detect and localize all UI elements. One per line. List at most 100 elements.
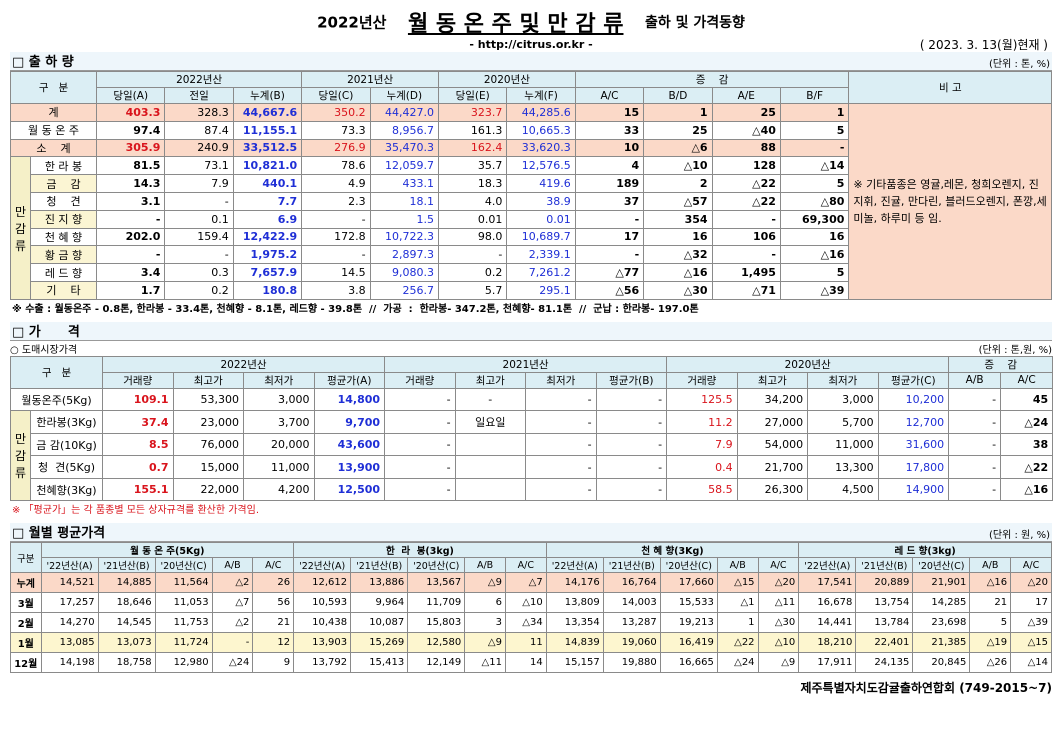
header-cell: 2021년산 xyxy=(384,355,668,373)
header-cell: '21년산(B) xyxy=(350,557,409,574)
table-row: 청 견(5Kg) 0.7 15,000 11,000 13,900- - -0.4 21,70… xyxy=(11,455,1054,479)
value-cell: 15,000 xyxy=(172,455,244,479)
value-cell: 15,157 xyxy=(545,652,604,674)
group-label: 만감류 xyxy=(10,410,31,502)
value-cell: 18.3 xyxy=(437,174,508,193)
value-cell: 0.7 xyxy=(102,455,174,479)
row-label: 3월 xyxy=(10,592,42,614)
value-cell xyxy=(454,455,527,479)
value-cell: △10 xyxy=(504,592,547,614)
value-cell: 4,500 xyxy=(807,477,879,502)
row-label: 누계 xyxy=(10,572,42,594)
value-cell: 12,500 xyxy=(313,477,386,502)
row-label: 소 계 xyxy=(10,138,97,158)
value-cell: △16 xyxy=(969,572,1012,594)
value-cell: 7.9 xyxy=(666,432,738,457)
value-cell: △7 xyxy=(211,592,254,614)
value-cell: △16 xyxy=(779,245,850,265)
section-bar: □ 가 격 xyxy=(10,321,1052,341)
header-cell: 당일(C) xyxy=(301,87,371,104)
value-cell: 14,176 xyxy=(545,572,604,594)
row-label: 월 동 온 주 xyxy=(10,120,97,140)
value-cell: 12 xyxy=(252,632,295,654)
value-cell: 2 xyxy=(643,174,713,193)
value-cell: - xyxy=(95,209,166,229)
value-cell: △16 xyxy=(643,263,713,282)
value-cell: 21,901 xyxy=(912,572,971,594)
value-cell: 15,533 xyxy=(659,592,718,614)
value-cell: 3 xyxy=(464,612,506,634)
table-row: 천혜향(3Kg) 155.1 22,000 4,200 12,500- - -58.5 26,… xyxy=(11,477,1054,502)
value-cell: 172.8 xyxy=(301,227,371,247)
value-cell: 35,470.3 xyxy=(369,138,439,158)
header-cell: 2022년산 xyxy=(95,71,303,88)
value-cell: - xyxy=(164,245,234,265)
value-cell: 162.4 xyxy=(437,138,508,158)
value-cell: 14,521 xyxy=(40,572,99,594)
header-cell: 거래량 xyxy=(102,371,174,389)
value-cell: △2 xyxy=(211,572,254,594)
value-cell: - xyxy=(948,410,1002,434)
value-cell: △34 xyxy=(504,612,547,634)
value-cell: 3.8 xyxy=(301,280,371,300)
value-cell: 5 xyxy=(969,612,1012,634)
value-cell: 3,000 xyxy=(243,387,315,412)
header-cell: 최고가 xyxy=(736,371,809,389)
header-cell: '22년산(A) xyxy=(798,557,857,574)
value-cell: 98.0 xyxy=(437,227,508,247)
value-cell: 12,149 xyxy=(407,652,466,674)
value-cell: - xyxy=(525,410,597,434)
value-cell: 44,667.6 xyxy=(232,103,303,122)
value-cell: 350.2 xyxy=(301,103,371,122)
header-cell: 전일 xyxy=(164,87,234,104)
value-cell: 7.7 xyxy=(232,191,303,211)
value-cell: 44,427.0 xyxy=(369,103,439,122)
row-label: 12월 xyxy=(10,652,42,674)
value-cell: 13,792 xyxy=(293,652,352,674)
title-row: 2022년산 월 동 온 주 및 만 감 류 출하 및 가격동향 xyxy=(10,0,1052,38)
value-cell: - xyxy=(384,387,456,412)
header-row: 구 분 2022년산 2021년산 2020년산 증 감 xyxy=(10,355,1054,389)
header-cell: B/F xyxy=(779,87,850,104)
value-cell: - xyxy=(595,387,668,412)
value-cell: 14,441 xyxy=(798,612,857,634)
header-cell: 2021년산 xyxy=(301,71,439,88)
section-bar: □ 출 하 량 (단위 : 톤, %) xyxy=(10,52,1052,71)
header-cell: 한 라 봉(3kg) xyxy=(293,542,547,559)
value-cell: 189 xyxy=(574,174,645,193)
value-cell: △7 xyxy=(504,572,547,594)
value-cell: 305.9 xyxy=(95,138,166,158)
header-row: 구분 월 동 온 주(5Kg) 한 라 봉(3kg) 천 혜 향(3Kg) 레 드 향(… xyxy=(10,542,1052,574)
value-cell: 22,401 xyxy=(855,632,914,654)
table-row: 3월 17,257 18,646 11,053 △7 56 10,593 9,964 11,70… xyxy=(10,592,1052,614)
footnote: ※ 수출 : 월동온주 - 0.8톤, 한라봉 - 33.4톤, 천혜향 - 8… xyxy=(12,303,699,315)
header-cell: '22년산(A) xyxy=(40,557,99,574)
value-cell: 20,889 xyxy=(855,572,914,594)
value-cell: 13,900 xyxy=(313,455,386,479)
value-cell: 7,657.9 xyxy=(232,263,303,282)
value-cell: 11,155.1 xyxy=(232,120,303,140)
header-cell: 거래량 xyxy=(666,371,738,389)
value-cell: △22 xyxy=(1000,455,1054,479)
value-cell: - xyxy=(595,410,668,434)
unit: (단위 : 톤,원, %) xyxy=(978,344,1052,356)
value-cell: - xyxy=(779,138,850,158)
footnote: ※ 「평균가」는 각 품종별 모든 상자규격를 환산한 가격임. xyxy=(12,505,260,517)
row-label: 금 감 xyxy=(30,174,97,193)
value-cell: 11,724 xyxy=(154,632,213,654)
value-cell: 23,698 xyxy=(912,612,971,634)
value-cell: 0.01 xyxy=(506,209,576,229)
header-cell: A/C xyxy=(1000,371,1054,389)
value-cell: 14,198 xyxy=(40,652,99,674)
value-cell: - xyxy=(711,209,781,229)
value-cell: 12,980 xyxy=(154,652,213,674)
value-cell: 13,287 xyxy=(602,612,661,634)
value-cell: 1,495 xyxy=(711,263,781,282)
value-cell: 276.9 xyxy=(301,138,371,158)
value-cell: 328.3 xyxy=(164,103,234,122)
value-cell: 8.5 xyxy=(102,432,174,457)
value-cell: 25 xyxy=(711,103,781,122)
